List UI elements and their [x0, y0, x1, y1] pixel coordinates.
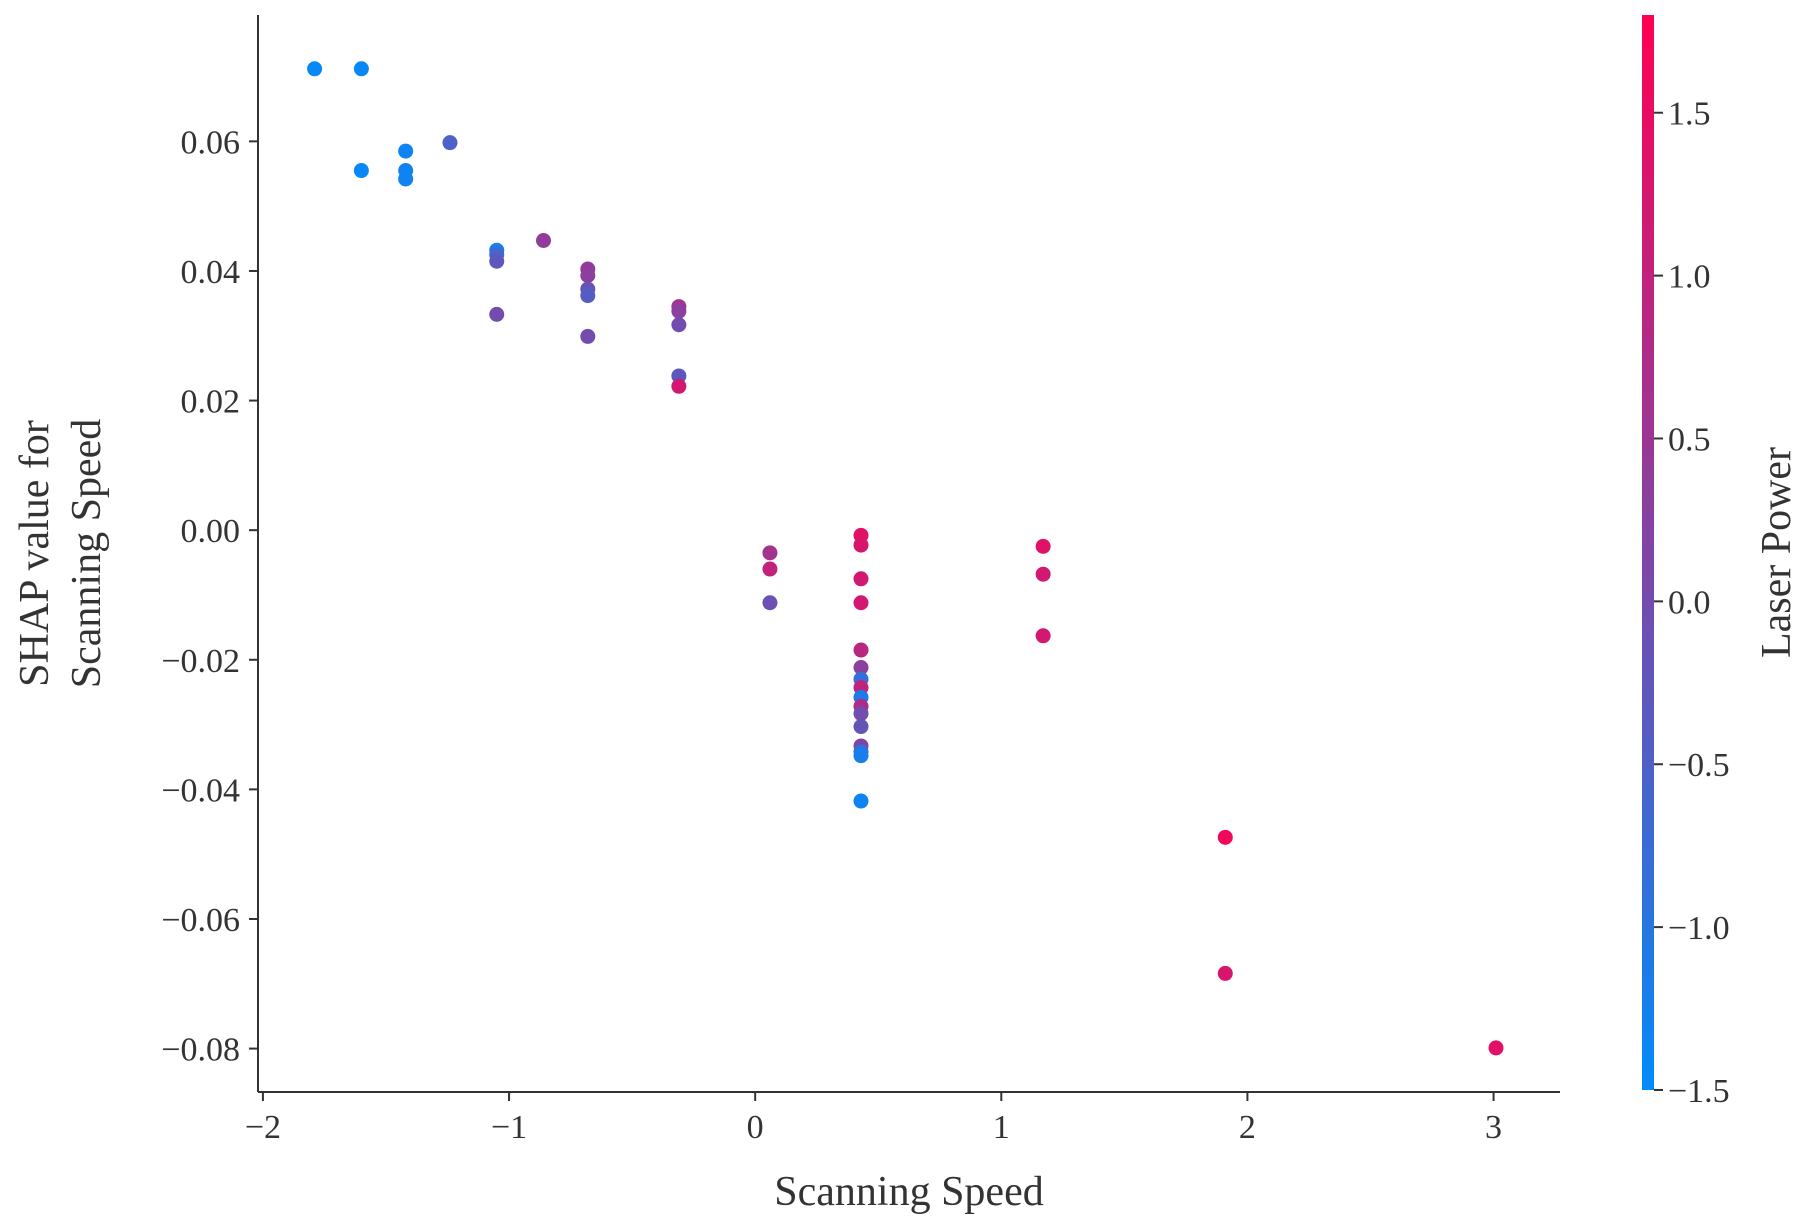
scatter-point [1217, 829, 1233, 845]
scatter-point [671, 368, 687, 384]
x-tick-label: −2 [245, 1109, 281, 1146]
scatter-point [398, 143, 414, 159]
scatter-point [580, 268, 596, 284]
x-tick-label: 3 [1485, 1109, 1502, 1146]
colorbar [1642, 15, 1654, 1090]
y-tick-label: −0.04 [161, 772, 240, 809]
colorbar-tick-label: 1.0 [1668, 259, 1711, 296]
y-axis-title-line-1: SHAP value for [12, 420, 58, 687]
scatter-points [307, 61, 1504, 1056]
y-tick-label: 0.06 [181, 124, 241, 161]
scatter-point [489, 253, 505, 269]
y-tick-label: 0.04 [181, 254, 241, 291]
scatter-point [762, 561, 778, 577]
x-axis-title: Scanning Speed [774, 1169, 1043, 1215]
colorbar-tick-label: −0.5 [1668, 747, 1730, 784]
x-tick-label: 2 [1239, 1109, 1256, 1146]
colorbar-tick-label: −1.5 [1668, 1073, 1730, 1110]
y-tick-label: 0.02 [181, 384, 241, 421]
scatter-point [762, 595, 778, 611]
scatter-point [1035, 628, 1051, 644]
colorbar-tick-label: 1.5 [1668, 96, 1711, 133]
y-tick-label: −0.06 [161, 902, 240, 939]
scatter-point [536, 233, 552, 249]
x-tick-label: −1 [491, 1109, 527, 1146]
scatter-point [853, 719, 869, 735]
scatter-point [853, 793, 869, 809]
x-tick-label: 1 [993, 1109, 1010, 1146]
colorbar-ticks: 1.5 1.0 0.5 0.0 −0.5 −1.0 −1.5 [1654, 96, 1730, 1110]
scatter-point [489, 306, 505, 322]
scatter-point [853, 571, 869, 587]
scatter-point [1488, 1040, 1504, 1056]
scatter-point [853, 595, 869, 611]
y-tick-label: −0.02 [161, 643, 240, 680]
x-axis-ticks: −2 −1 0 1 2 3 [245, 1092, 1502, 1146]
scatter-point [671, 378, 687, 394]
colorbar-tick-label: 0.0 [1668, 584, 1711, 621]
scatter-point [1217, 965, 1233, 981]
scatter-point [853, 537, 869, 553]
y-axis-title: SHAP value for Scanning Speed [12, 419, 110, 688]
scatter-point [398, 171, 414, 187]
scatter-point [671, 303, 687, 319]
y-tick-label: −0.08 [161, 1032, 240, 1069]
scatter-point [580, 328, 596, 344]
y-axis-title-line-2: Scanning Speed [64, 419, 110, 688]
scatter-point [353, 61, 369, 77]
scatter-point [307, 61, 323, 77]
scatter-point [853, 706, 869, 722]
x-tick-label: 0 [747, 1109, 764, 1146]
y-tick-label: 0.00 [181, 513, 241, 550]
scatter-point [1035, 566, 1051, 582]
colorbar-tick-label: −1.0 [1668, 910, 1730, 947]
scatter-point [580, 288, 596, 304]
scatter-point [853, 748, 869, 764]
y-axis-ticks: 0.06 0.04 0.02 0.00 −0.02 −0.04 −0.06 −0.08 [161, 124, 258, 1069]
scatter-point [853, 660, 869, 676]
scatter-point [853, 642, 869, 658]
scatter-point [1035, 538, 1051, 554]
scatter-point [671, 317, 687, 333]
scatter-point [442, 135, 458, 151]
colorbar-tick-label: 0.5 [1668, 421, 1711, 458]
scatter-point [762, 545, 778, 561]
colorbar-title: Laser Power [1754, 447, 1800, 658]
scatter-point [353, 163, 369, 179]
